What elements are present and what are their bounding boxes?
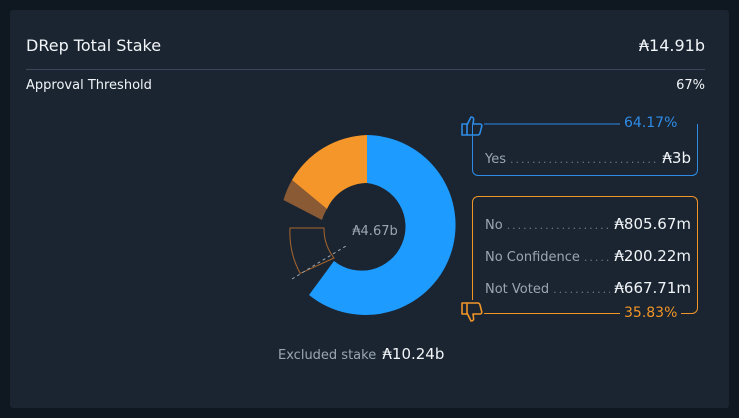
excluded-label: Excluded stake [278,348,377,363]
threshold-value: 67% [676,78,705,93]
threshold-marker [291,245,347,280]
no-percent: 35.83% [620,305,682,321]
thumbs-down-icon [460,300,484,324]
no-group-box [472,196,698,314]
yes-box-top-line [484,123,620,125]
no-amount: ₳805.67m [614,215,691,233]
dot-leader: ................................ [510,153,659,166]
donut-center-label: ₳4.67b [352,224,397,239]
donut-no-slice [292,135,367,209]
donut-yes-slice [309,135,456,315]
dot-leader: ................................ [506,219,611,232]
threshold-label: Approval Threshold [26,78,152,93]
divider [26,69,705,70]
no-confidence-amount: ₳200.22m [614,247,691,265]
no-confidence-label: No Confidence [485,250,580,265]
drep-stake-card: DRep Total Stake ₳14.91b Approval Thresh… [10,10,729,408]
dot-leader: ................................ [583,251,610,264]
not-voted-label: Not Voted [485,282,550,297]
not-voted-row: Not Voted ..............................… [485,279,691,297]
yes-box [472,124,698,176]
thumbs-up-icon [460,114,484,138]
total-stake-value: ₳14.91b [638,36,705,55]
yes-amount: ₳3b [662,149,691,167]
donut-not-voted-slice [289,227,335,275]
yes-row: Yes ................................ ₳3b [485,149,691,167]
no-row: No ................................ ₳805… [485,215,691,233]
header-row: DRep Total Stake ₳14.91b [26,36,705,55]
donut-no-confidence-slice [283,180,327,220]
dot-leader: ................................ [553,283,610,296]
not-voted-amount: ₳667.71m [614,279,691,297]
yes-percent: 64.17% [620,115,682,131]
excluded-value: ₳10.24b [382,345,445,363]
stake-donut-chart: ₳4.67b [283,135,456,315]
threshold-row: Approval Threshold 67% [26,78,705,93]
yes-label: Yes [485,152,506,167]
no-confidence-row: No Confidence ..........................… [485,247,691,265]
excluded-stake: Excluded stake ₳10.24b [278,345,444,363]
no-label: No [485,218,503,233]
card-title: DRep Total Stake [26,36,162,55]
